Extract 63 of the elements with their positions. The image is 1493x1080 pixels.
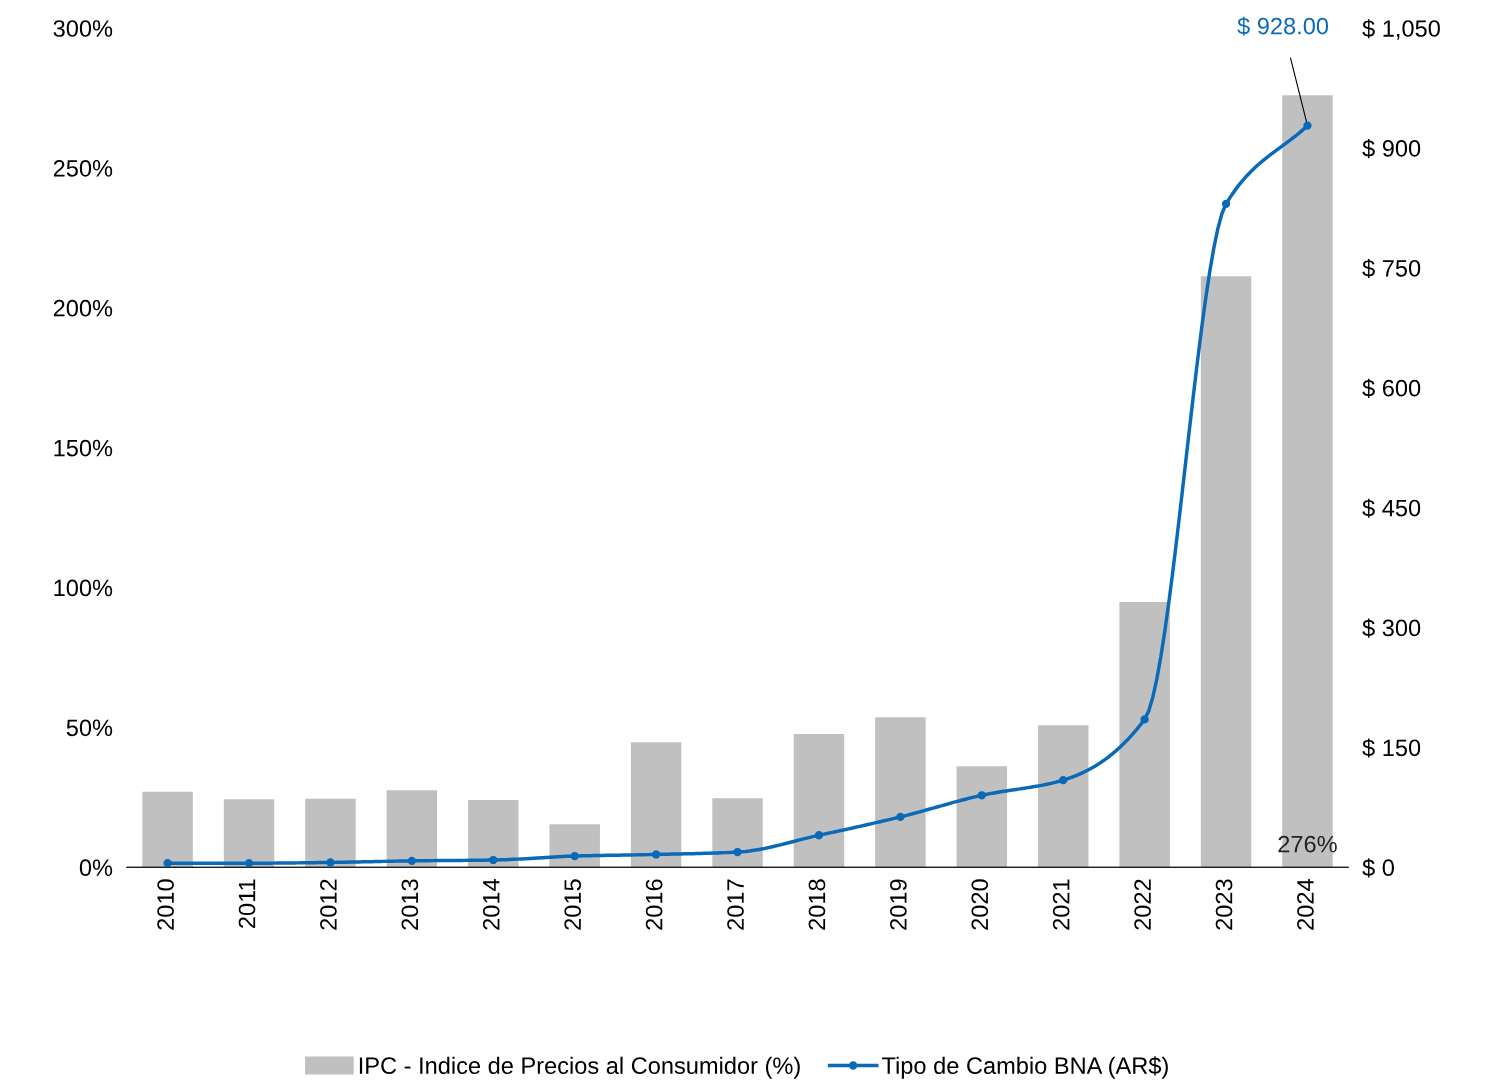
y2-tick-label: $ 750 [1362,258,1421,279]
x-tick-label: 2021 [1052,879,1070,930]
data-label: $ 928.00 [1237,16,1329,36]
point [326,858,335,867]
y-tick-label: 250% [53,160,113,177]
bar [956,766,1008,868]
point [1140,715,1149,724]
bar [468,800,519,868]
x-tick-label: 2017 [727,879,744,930]
y2-tick-label: $ 450 [1362,498,1421,518]
y2-tick-label: $ 1,050 [1362,19,1440,40]
y-tick-label: 50% [66,719,113,737]
point [814,831,824,840]
y2-tick-label: $ 600 [1362,378,1421,398]
point [570,851,579,861]
y-tick-label: 100% [54,579,113,597]
point [977,791,986,800]
bar [223,799,275,868]
y2-tick-label: $ 900 [1362,139,1421,159]
x-tick-label: 2020 [971,879,989,930]
x-tick-label: 2022 [1134,879,1151,930]
bar [630,742,682,868]
x-tick-label: 2014 [482,879,500,930]
bar [875,717,926,868]
bar [793,734,845,868]
point [407,856,417,866]
x-tick-label: 2010 [157,879,174,930]
y2-tick-label: $ 300 [1362,618,1421,638]
y2-tick-label: $ 0 [1362,858,1394,878]
x-tick-label: 2018 [808,879,826,930]
x-tick-label: 2016 [645,879,663,930]
x-tick-label: 2011 [238,879,256,928]
bar [305,798,356,868]
y-tick-label: 0% [79,859,113,877]
bar [386,790,438,868]
point [733,847,742,857]
point [489,855,498,865]
legend-label: IPC - Indice de Precios al Consumidor (%) [359,1056,800,1079]
bar [142,791,193,868]
point [896,812,905,822]
point [651,850,661,859]
point [244,859,254,868]
y-tick-label: 150% [54,439,113,457]
data-label: 276% [1278,835,1337,853]
y-tick-label: 300% [53,20,113,37]
point [1221,199,1231,209]
x-tick-label: 2012 [320,879,337,930]
point [1059,775,1068,785]
y2-tick-label: $ 150 [1362,738,1421,758]
point [1303,121,1312,130]
bar [712,798,763,868]
legend-label: Tipo de Cambio BNA (AR$) [882,1056,1168,1079]
y-tick-label: 200% [53,299,113,317]
bar [1200,276,1252,868]
bar [549,824,600,868]
point [163,859,172,868]
x-tick-label: 2013 [401,879,419,930]
bar [1119,602,1170,868]
x-tick-label: 2024 [1297,879,1314,930]
x-tick-label: 2023 [1215,879,1233,930]
x-tick-label: 2015 [564,879,582,930]
x-tick-label: 2019 [890,879,907,930]
bar [1037,725,1089,868]
